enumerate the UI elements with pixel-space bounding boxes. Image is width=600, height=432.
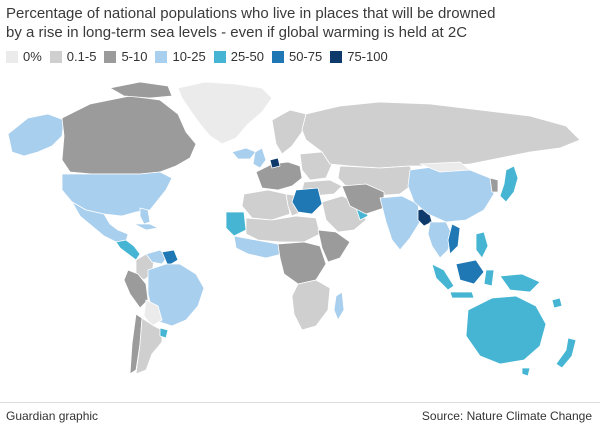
region-indochina bbox=[427, 221, 453, 259]
legend-swatch-0 bbox=[6, 50, 18, 63]
legend-item-3: 10-25 bbox=[155, 49, 206, 64]
region-new-zealand bbox=[555, 337, 577, 369]
region-russia bbox=[301, 101, 581, 169]
legend-item-0: 0% bbox=[6, 49, 42, 64]
footer-source: Source: Nature Climate Change bbox=[421, 409, 592, 423]
title-line-1: Percentage of national populations who l… bbox=[6, 5, 496, 22]
region-canada bbox=[61, 95, 197, 175]
legend-swatch-2 bbox=[104, 50, 117, 63]
footer-rule bbox=[0, 402, 600, 403]
legend-label-1: 0.1-5 bbox=[66, 49, 97, 64]
legend-label-6: 75-100 bbox=[347, 49, 388, 64]
legend-label-0: 0% bbox=[23, 49, 42, 64]
legend-label-3: 10-25 bbox=[172, 49, 206, 64]
region-india bbox=[379, 195, 421, 251]
region-central-africa bbox=[277, 241, 327, 285]
legend-item-1: 0.1-5 bbox=[49, 49, 97, 64]
region-vietnam bbox=[447, 223, 461, 255]
region-canada-arctic bbox=[109, 81, 173, 99]
region-java bbox=[449, 291, 475, 299]
region-florida bbox=[139, 207, 151, 225]
region-scandinavia bbox=[271, 109, 307, 155]
region-japan bbox=[499, 165, 519, 203]
legend-label-4: 25-50 bbox=[230, 49, 264, 64]
region-bolivia bbox=[143, 299, 163, 327]
region-argentina bbox=[135, 317, 163, 375]
legend-item-6: 75-100 bbox=[330, 49, 388, 64]
region-gulf-of-guinea bbox=[233, 235, 283, 259]
region-peru bbox=[123, 269, 149, 309]
legend-swatch-5 bbox=[271, 50, 284, 63]
region-alaska bbox=[7, 113, 65, 157]
region-egypt bbox=[291, 187, 323, 215]
legend-swatch-4 bbox=[213, 50, 226, 63]
region-new-guinea bbox=[499, 273, 541, 293]
region-sulawesi bbox=[483, 269, 495, 287]
legend-swatch-6 bbox=[330, 50, 343, 63]
legend-item-2: 5-10 bbox=[104, 49, 147, 64]
region-uk bbox=[252, 147, 267, 169]
region-pacific-islands bbox=[551, 297, 563, 309]
legend-item-4: 25-50 bbox=[213, 49, 264, 64]
region-southern-africa bbox=[291, 279, 331, 331]
legend-swatch-1 bbox=[49, 50, 62, 63]
region-central-america bbox=[115, 239, 141, 261]
region-mongolia bbox=[419, 161, 471, 173]
world-map bbox=[7, 81, 581, 377]
region-tasmania bbox=[521, 367, 531, 377]
region-sahel bbox=[245, 215, 321, 243]
region-philippines bbox=[475, 231, 489, 259]
region-greenland bbox=[177, 81, 273, 145]
legend: 0% 0.1-5 5-10 10-25 25-50 50-75 75-100 bbox=[6, 49, 396, 64]
legend-label-2: 5-10 bbox=[121, 49, 148, 64]
legend-label-5: 50-75 bbox=[288, 49, 323, 64]
region-uruguay bbox=[159, 327, 169, 339]
region-horn-of-africa bbox=[317, 229, 351, 263]
region-madagascar bbox=[333, 291, 345, 321]
title-line-2: by a rise in long-term sea levels - even… bbox=[6, 24, 468, 41]
region-borneo bbox=[455, 259, 485, 285]
region-netherlands bbox=[269, 157, 281, 169]
region-west-africa-coast bbox=[225, 211, 247, 237]
region-australia bbox=[465, 295, 547, 365]
region-guyana bbox=[161, 249, 179, 267]
region-iceland bbox=[231, 147, 257, 160]
legend-item-5: 50-75 bbox=[271, 49, 323, 64]
footer-credit: Guardian graphic bbox=[6, 409, 99, 423]
region-sumatra bbox=[431, 263, 455, 291]
region-maghreb bbox=[241, 189, 291, 221]
region-korea bbox=[489, 177, 499, 193]
chart-title: Percentage of national populations who l… bbox=[6, 4, 594, 42]
legend-swatch-3 bbox=[155, 50, 168, 63]
region-cuba bbox=[133, 223, 159, 231]
region-mexico bbox=[71, 201, 129, 243]
